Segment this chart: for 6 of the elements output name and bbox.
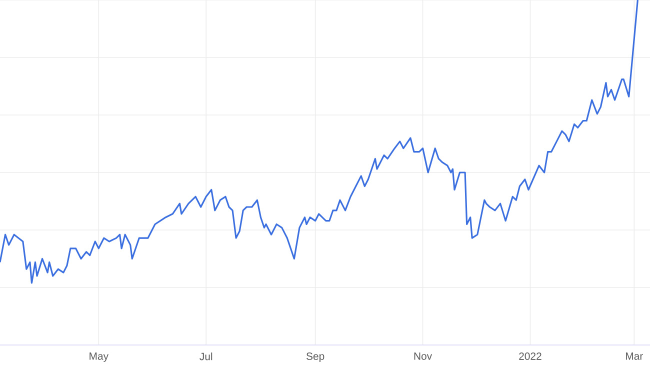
x-tick-label: Jul	[200, 352, 212, 360]
x-tick-label: May	[90, 352, 109, 362]
x-tick-label: Nov	[414, 352, 432, 360]
x-tick-label: Mar	[626, 352, 643, 360]
x-tick-label: 2022	[519, 352, 542, 360]
x-tick-label: Sep	[306, 352, 324, 362]
